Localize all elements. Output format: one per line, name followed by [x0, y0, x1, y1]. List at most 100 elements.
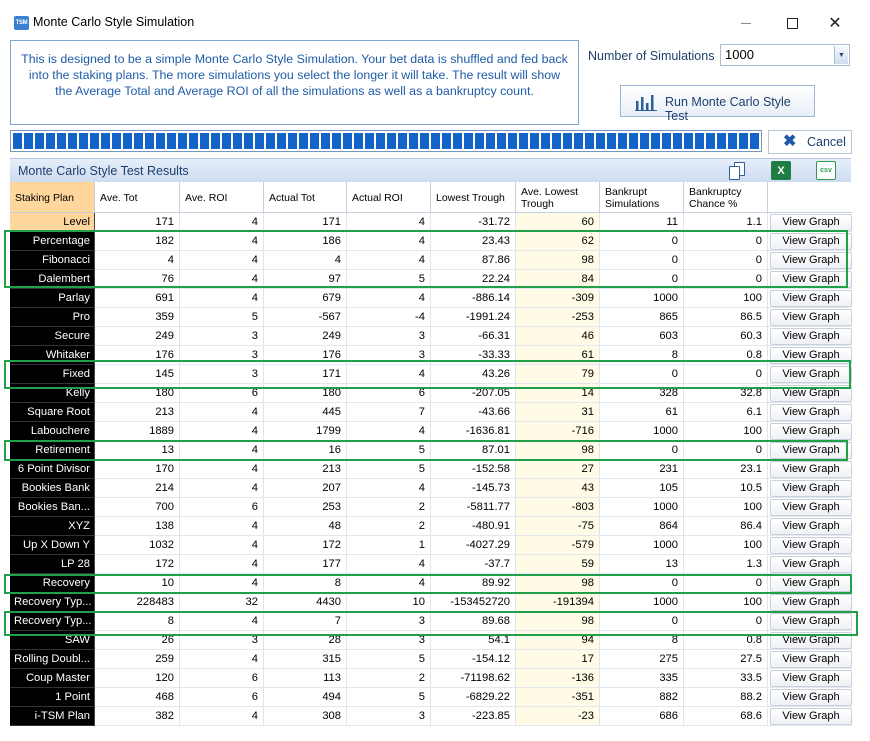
table-row[interactable]: Recovery 10 4 8 4 89.92 98 0 0 View Graph [10, 574, 852, 593]
table-row[interactable]: 6 Point Divisor 170 4 213 5 -152.58 27 231 23.1 V… [10, 460, 852, 479]
table-cell: -43.66 [431, 403, 516, 422]
table-row[interactable]: Square Root 213 4 445 7 -43.66 31 61 6.1 View Gra… [10, 403, 852, 422]
table-row[interactable]: Bookies Bank 214 4 207 4 -145.73 43 105 10.5 View… [10, 479, 852, 498]
column-header-label: Staking Plan [15, 192, 74, 204]
view-graph-button[interactable]: View Graph [770, 499, 852, 516]
table-row[interactable]: Recovery Typ... 8 4 7 3 89.68 98 0 0 View Graph [10, 612, 852, 631]
table-cell: 98 [516, 251, 600, 270]
table-cell: -480.91 [431, 517, 516, 536]
view-graph-button[interactable]: View Graph [770, 594, 852, 611]
column-header[interactable]: Actual Tot [264, 182, 347, 212]
cancel-button[interactable]: ✖ Cancel [768, 130, 852, 154]
run-monte-carlo-button[interactable]: Run Monte Carlo Style Test [620, 85, 815, 123]
view-graph-button[interactable]: View Graph [770, 290, 852, 307]
view-graph-button[interactable]: View Graph [770, 537, 852, 554]
table-cell: -253 [516, 308, 600, 327]
table-row[interactable]: 1 Point 468 6 494 5 -6829.22 -351 882 88.2 View G… [10, 688, 852, 707]
column-header[interactable]: Ave. Tot [95, 182, 180, 212]
minimize-button[interactable] [729, 11, 763, 35]
table-row[interactable]: Dalembert 76 4 97 5 22.24 84 0 0 View Graph [10, 270, 852, 289]
view-graph-button[interactable]: View Graph [770, 575, 852, 592]
view-graph-button[interactable]: View Graph [770, 385, 852, 402]
view-graph-cell: View Graph [768, 327, 852, 346]
table-row[interactable]: Whitaker 176 3 176 3 -33.33 61 8 0.8 View Graph [10, 346, 852, 365]
view-graph-button[interactable]: View Graph [770, 214, 852, 231]
view-graph-button[interactable]: View Graph [770, 480, 852, 497]
view-graph-button[interactable]: View Graph [770, 423, 852, 440]
table-row[interactable]: Percentage 182 4 186 4 23.43 62 0 0 View Graph [10, 232, 852, 251]
view-graph-button[interactable]: View Graph [770, 442, 852, 459]
column-header[interactable]: Ave. ROI [180, 182, 264, 212]
table-cell: 16 [264, 441, 347, 460]
table-row[interactable]: Fibonacci 4 4 4 4 87.86 98 0 0 View Graph [10, 251, 852, 270]
window-title: Monte Carlo Style Simulation [33, 15, 195, 29]
copy-icon[interactable] [727, 161, 747, 180]
view-graph-button[interactable]: View Graph [770, 233, 852, 250]
view-graph-button[interactable]: View Graph [770, 366, 852, 383]
view-graph-button[interactable]: View Graph [770, 271, 852, 288]
table-cell: 0 [600, 441, 684, 460]
view-graph-button[interactable]: View Graph [770, 328, 852, 345]
table-row[interactable]: Up X Down Y 1032 4 172 1 -4027.29 -579 1000 100 V… [10, 536, 852, 555]
column-header[interactable]: Staking Plan [10, 182, 95, 212]
table-row[interactable]: Pro 359 5 -567 -4 -1991.24 -253 865 86.5 View Gra… [10, 308, 852, 327]
view-graph-button[interactable]: View Graph [770, 632, 852, 649]
table-row[interactable]: Coup Master 120 6 113 2 -71198.62 -136 335 33.5 V… [10, 669, 852, 688]
table-row[interactable]: Retirement 13 4 16 5 87.01 98 0 0 View Graph [10, 441, 852, 460]
column-header[interactable]: Ave. Lowest Trough [516, 182, 600, 212]
table-cell: 100 [684, 498, 768, 517]
table-row[interactable]: Labouchere 1889 4 1799 4 -1636.81 -716 1000 100 V… [10, 422, 852, 441]
table-row[interactable]: Fixed 145 3 171 4 43.26 79 0 0 View Graph [10, 365, 852, 384]
table-cell: 4 [347, 479, 431, 498]
column-header[interactable]: Bankruptcy Chance % [684, 182, 768, 212]
table-row[interactable]: Bookies Ban... 700 6 253 2 -5811.77 -803 1000 10… [10, 498, 852, 517]
view-graph-button[interactable]: View Graph [770, 613, 852, 630]
table-row[interactable]: i-TSM Plan 382 4 308 3 -223.85 -23 686 68.6 View … [10, 707, 852, 726]
table-cell: -66.31 [431, 327, 516, 346]
view-graph-button[interactable]: View Graph [770, 689, 852, 706]
view-graph-button[interactable]: View Graph [770, 309, 852, 326]
view-graph-button[interactable]: View Graph [770, 708, 852, 725]
table-cell: 43.26 [431, 365, 516, 384]
table-cell: -567 [264, 308, 347, 327]
cancel-icon: ✖ [783, 133, 797, 150]
table-cell: 105 [600, 479, 684, 498]
table-cell: 4 [347, 289, 431, 308]
close-button[interactable]: ✕ [818, 11, 852, 35]
column-header[interactable]: Actual ROI [347, 182, 431, 212]
table-row[interactable]: Kelly 180 6 180 6 -207.05 14 328 32.8 View Graph [10, 384, 852, 403]
table-cell: 7 [264, 612, 347, 631]
table-row[interactable]: Secure 249 3 249 3 -66.31 46 603 60.3 View Graph [10, 327, 852, 346]
table-cell: 23.1 [684, 460, 768, 479]
table-row[interactable]: SAW 26 3 28 3 54.1 94 8 0.8 View Graph [10, 631, 852, 650]
view-graph-button[interactable]: View Graph [770, 347, 852, 364]
maximize-button[interactable] [775, 11, 809, 35]
chevron-down-icon[interactable]: ▼ [834, 46, 848, 64]
view-graph-button[interactable]: View Graph [770, 404, 852, 421]
excel-export-icon[interactable]: X [771, 161, 791, 180]
view-graph-button[interactable]: View Graph [770, 670, 852, 687]
table-cell: 60.3 [684, 327, 768, 346]
view-graph-button[interactable]: View Graph [770, 556, 852, 573]
table-cell: 87.86 [431, 251, 516, 270]
table-cell: 43 [516, 479, 600, 498]
view-graph-button[interactable]: View Graph [770, 518, 852, 535]
table-row[interactable]: Rolling Doubl... 259 4 315 5 -154.12 17 275 27.5… [10, 650, 852, 669]
view-graph-cell: View Graph [768, 289, 852, 308]
column-header[interactable]: Lowest Trough [431, 182, 516, 212]
csv-export-icon[interactable]: csv [816, 161, 836, 180]
view-graph-button[interactable]: View Graph [770, 651, 852, 668]
view-graph-button[interactable]: View Graph [770, 252, 852, 269]
column-header[interactable] [768, 182, 852, 212]
table-cell: 4 [347, 365, 431, 384]
simulations-combobox[interactable]: 1000 ▼ [720, 44, 850, 66]
table-cell: 22.24 [431, 270, 516, 289]
table-row[interactable]: XYZ 138 4 48 2 -480.91 -75 864 86.4 View Graph [10, 517, 852, 536]
column-header[interactable]: Bankrupt Simulations [600, 182, 684, 212]
table-cell: 445 [264, 403, 347, 422]
table-row[interactable]: LP 28 172 4 177 4 -37.7 59 13 1.3 View Graph [10, 555, 852, 574]
table-row[interactable]: Level 171 4 171 4 -31.72 60 11 1.1 View Graph [10, 213, 852, 232]
table-row[interactable]: Parlay 691 4 679 4 -886.14 -309 1000 100 View Gra… [10, 289, 852, 308]
view-graph-button[interactable]: View Graph [770, 461, 852, 478]
table-row[interactable]: Recovery Typ... 228483 32 4430 10 -153452720-… [10, 593, 852, 612]
